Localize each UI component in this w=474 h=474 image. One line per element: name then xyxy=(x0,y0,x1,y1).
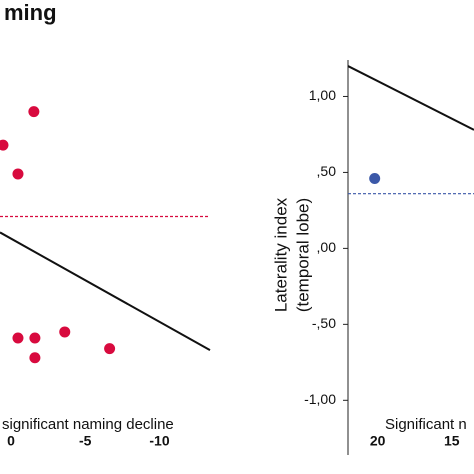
x-tick-label: 0 xyxy=(7,433,15,449)
x-tick-label: 15 xyxy=(444,433,460,449)
data-point xyxy=(29,332,41,344)
data-point xyxy=(104,343,116,355)
annotation: Significant n xyxy=(385,416,467,433)
data-point xyxy=(28,106,40,118)
x-tick-label: -10 xyxy=(149,433,169,449)
y-tick-label: ,00 xyxy=(317,239,337,255)
x-tick-label: -5 xyxy=(79,433,92,449)
x-tick-label: 20 xyxy=(370,433,386,449)
fit-line xyxy=(347,65,474,131)
y-tick-label: ,50 xyxy=(317,163,337,179)
annotation: significant naming decline xyxy=(2,416,174,433)
y-tick-label: -1,00 xyxy=(304,391,336,407)
data-point xyxy=(369,173,381,184)
data-point xyxy=(59,326,71,338)
y-tick-label: 1,00 xyxy=(309,87,336,103)
y-axis-label: Laterality index xyxy=(271,197,290,312)
data-point xyxy=(29,352,41,364)
data-point xyxy=(0,139,9,151)
y-axis-label: (temporal lobe) xyxy=(293,198,312,312)
chart-title: ming xyxy=(4,0,57,25)
y-tick-label: -,50 xyxy=(312,315,336,331)
data-point xyxy=(12,168,24,180)
fit-line xyxy=(0,231,211,352)
data-point xyxy=(12,332,24,344)
